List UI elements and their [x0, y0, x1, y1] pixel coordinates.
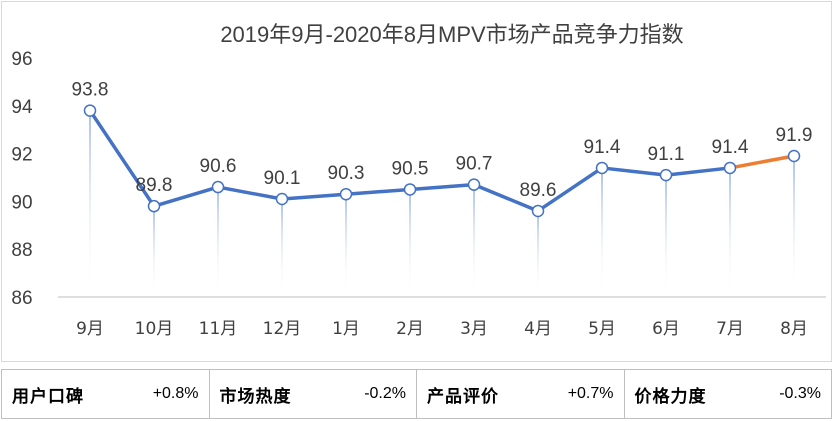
x-tick-label: 8月	[780, 319, 808, 339]
metric-label: 产品评价	[427, 386, 499, 407]
data-point	[275, 192, 289, 206]
data-point	[595, 161, 609, 175]
data-label: 91.4	[712, 137, 749, 158]
data-point	[787, 149, 801, 163]
drop-line	[217, 187, 219, 297]
y-tick-label: 92	[11, 145, 32, 166]
series-line	[88, 108, 796, 213]
x-tick-label: 2月	[396, 319, 424, 339]
data-point	[403, 183, 417, 196]
metric-value: +0.7%	[567, 385, 614, 402]
metric-label: 价格力度	[634, 386, 707, 407]
line-chart: 2019年9月-2020年8月MPV市场产品竞争力指数 96 94 92 90 88 86…	[11, 22, 826, 339]
y-tick-label: 86	[11, 288, 32, 309]
data-label: 90.3	[328, 163, 365, 184]
data-label: 91.1	[648, 144, 685, 165]
drop-lines	[89, 110, 795, 297]
y-tick-label: 88	[11, 240, 32, 261]
data-labels: 93.8 89.8 90.6 90.1 90.3 90.5 90.7 89.6 91.4 91.1…	[72, 80, 813, 201]
x-tick-label: 6月	[652, 319, 680, 339]
y-tick-label: 94	[11, 97, 33, 118]
x-tick-label: 11月	[199, 319, 238, 339]
series-segment	[536, 166, 604, 213]
drop-line	[537, 210, 539, 297]
x-tick-label: 12月	[263, 319, 302, 339]
series-segment	[216, 185, 284, 201]
chart-title: 2019年9月-2020年8月MPV市场产品竞争力指数	[220, 22, 683, 47]
x-tick-label: 7月	[716, 319, 744, 339]
metric-label: 用户口碑	[12, 386, 84, 407]
data-point	[83, 104, 97, 117]
data-label: 93.8	[72, 80, 109, 101]
drop-line	[729, 167, 731, 297]
series-segment	[280, 192, 348, 201]
drop-line	[89, 110, 91, 297]
x-tick-label: 3月	[460, 319, 488, 339]
data-label: 91.4	[584, 137, 621, 158]
data-point	[723, 161, 737, 175]
data-label: 90.5	[392, 158, 429, 179]
metric-value: -0.2%	[364, 385, 406, 402]
drop-line	[153, 206, 155, 297]
x-tick-labels: 9月 10月 11月 12月 1月 2月 3月 4月 5月 6月 7月 8月	[76, 319, 808, 339]
series-segment	[472, 182, 540, 213]
drop-line	[281, 199, 283, 297]
data-point	[211, 180, 225, 194]
drop-line	[601, 167, 603, 297]
y-axis: 96 94 92 90 88 86	[11, 49, 33, 309]
series-segment	[344, 187, 412, 196]
series-segment	[728, 154, 796, 170]
metric-price-strength: 价格力度 -0.3%	[625, 370, 832, 418]
metric-label: 市场热度	[219, 386, 292, 407]
x-tick-label: 1月	[332, 319, 360, 339]
series-segment	[152, 185, 220, 208]
series-segment	[600, 166, 668, 177]
drop-line	[665, 175, 667, 297]
metrics-bar: 用户口碑 +0.8% 市场热度 -0.2% 产品评价 +0.7% 价格力度 -0…	[1, 369, 832, 419]
data-label: 89.8	[136, 175, 173, 196]
metric-market-heat: 市场热度 -0.2%	[210, 370, 417, 418]
data-label: 90.1	[264, 168, 301, 189]
data-point	[659, 168, 673, 182]
x-tick-label: 4月	[524, 319, 552, 339]
data-point	[147, 199, 161, 213]
x-tick-label: 5月	[588, 319, 616, 339]
data-points	[83, 104, 801, 218]
data-point	[531, 204, 545, 218]
data-label: 89.6	[520, 180, 557, 201]
data-label: 90.7	[456, 154, 493, 175]
y-tick-label: 90	[11, 192, 32, 213]
data-label: 91.9	[776, 125, 813, 146]
metric-product-rating: 产品评价 +0.7%	[417, 370, 625, 418]
metric-value: -0.3%	[779, 385, 821, 402]
series-segment	[408, 182, 476, 192]
drop-line	[473, 184, 475, 297]
data-label: 90.6	[200, 156, 237, 177]
x-tick-label: 10月	[135, 319, 174, 339]
series-segment	[88, 108, 156, 208]
drop-line	[345, 194, 347, 297]
drop-line	[793, 155, 795, 297]
series-segment	[664, 166, 732, 177]
drop-line	[409, 189, 411, 297]
data-point	[467, 178, 481, 191]
y-tick-label: 96	[11, 49, 32, 70]
x-tick-label: 9月	[76, 319, 104, 339]
data-point	[339, 187, 353, 201]
metric-value: +0.8%	[152, 385, 199, 402]
metric-user-reputation: 用户口碑 +0.8%	[2, 370, 210, 418]
